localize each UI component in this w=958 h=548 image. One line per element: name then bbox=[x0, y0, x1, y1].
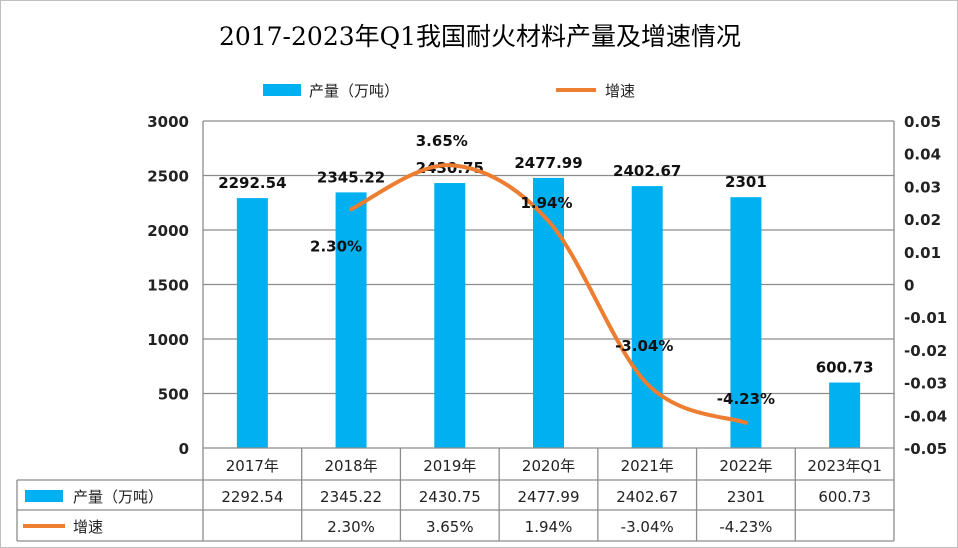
bar bbox=[335, 192, 367, 448]
bar-value-label: 2301 bbox=[725, 173, 767, 191]
growth-value-label: -3.04% bbox=[615, 337, 673, 355]
bar bbox=[730, 197, 762, 448]
right-axis-tick: 0.04 bbox=[904, 146, 941, 164]
bar-value-label: 2402.67 bbox=[613, 162, 681, 180]
legend-line-label: 增速 bbox=[605, 82, 635, 100]
growth-value-label: 1.94% bbox=[520, 194, 572, 212]
bar-value-label: 600.73 bbox=[816, 359, 874, 377]
right-axis-tick: 0.05 bbox=[904, 113, 941, 131]
growth-value-label: -4.23% bbox=[717, 390, 775, 408]
table-cell-growth: -3.04% bbox=[621, 518, 674, 536]
left-axis-tick: 2500 bbox=[147, 168, 189, 186]
table-cell-output: 600.73 bbox=[818, 488, 871, 506]
right-axis-tick: -0.02 bbox=[904, 342, 947, 360]
bar bbox=[236, 198, 268, 448]
legend-bar-label: 产量（万吨） bbox=[309, 82, 399, 100]
left-axis-tick: 1000 bbox=[147, 331, 189, 349]
table-cell-growth: 3.65% bbox=[426, 518, 474, 536]
legend-bar-swatch bbox=[263, 84, 301, 96]
left-axis-tick: 3000 bbox=[147, 113, 189, 131]
category-label: 2021年 bbox=[621, 457, 674, 475]
bar bbox=[434, 183, 466, 448]
left-axis-tick: 2000 bbox=[147, 222, 189, 240]
category-label: 2019年 bbox=[423, 457, 476, 475]
left-axis-tick: 0 bbox=[179, 440, 189, 458]
growth-line bbox=[349, 163, 748, 425]
table-cell-growth: 2.30% bbox=[327, 518, 375, 536]
left-axis-tick: 500 bbox=[158, 386, 189, 404]
table-cell-output: 2292.54 bbox=[221, 488, 283, 506]
table-bar-swatch bbox=[25, 490, 63, 502]
bar bbox=[631, 186, 663, 449]
table-cell-output: 2430.75 bbox=[419, 488, 481, 506]
growth-value-label: 2.30% bbox=[310, 237, 362, 255]
category-label: 2022年 bbox=[719, 457, 772, 475]
right-axis-tick: 0.01 bbox=[904, 244, 941, 262]
table-cell-output: 2301 bbox=[727, 488, 765, 506]
bar-value-label: 2430.75 bbox=[416, 159, 484, 177]
right-axis-tick: -0.05 bbox=[904, 440, 947, 458]
table-cell-growth: 1.94% bbox=[525, 518, 573, 536]
table-row-label-growth: 增速 bbox=[73, 518, 103, 536]
table-row-label-output: 产量（万吨） bbox=[73, 488, 163, 506]
category-label: 2017年 bbox=[226, 457, 279, 475]
bar-value-label: 2345.22 bbox=[317, 168, 385, 186]
right-axis-tick: 0.03 bbox=[904, 178, 941, 196]
table-cell-output: 2477.99 bbox=[517, 488, 579, 506]
growth-value-label: 3.65% bbox=[416, 132, 468, 150]
left-axis-tick: 1500 bbox=[147, 277, 189, 295]
right-axis-tick: 0 bbox=[904, 277, 914, 295]
bar bbox=[829, 382, 861, 448]
bar-value-label: 2477.99 bbox=[514, 154, 582, 172]
table-cell-output: 2402.67 bbox=[616, 488, 678, 506]
table-cell-output: 2345.22 bbox=[320, 488, 382, 506]
right-axis-tick: -0.03 bbox=[904, 375, 947, 393]
category-label: 2023年Q1 bbox=[807, 457, 882, 475]
table-cell-growth: -4.23% bbox=[719, 518, 772, 536]
right-axis-tick: 0.02 bbox=[904, 211, 941, 229]
right-axis-tick: -0.01 bbox=[904, 309, 947, 327]
category-label: 2018年 bbox=[324, 457, 377, 475]
right-axis-tick: -0.04 bbox=[904, 407, 947, 425]
chart-title: 2017-2023年Q1我国耐火材料产量及增速情况 bbox=[219, 22, 741, 51]
category-label: 2020年 bbox=[522, 457, 575, 475]
bar-value-label: 2292.54 bbox=[218, 174, 286, 192]
